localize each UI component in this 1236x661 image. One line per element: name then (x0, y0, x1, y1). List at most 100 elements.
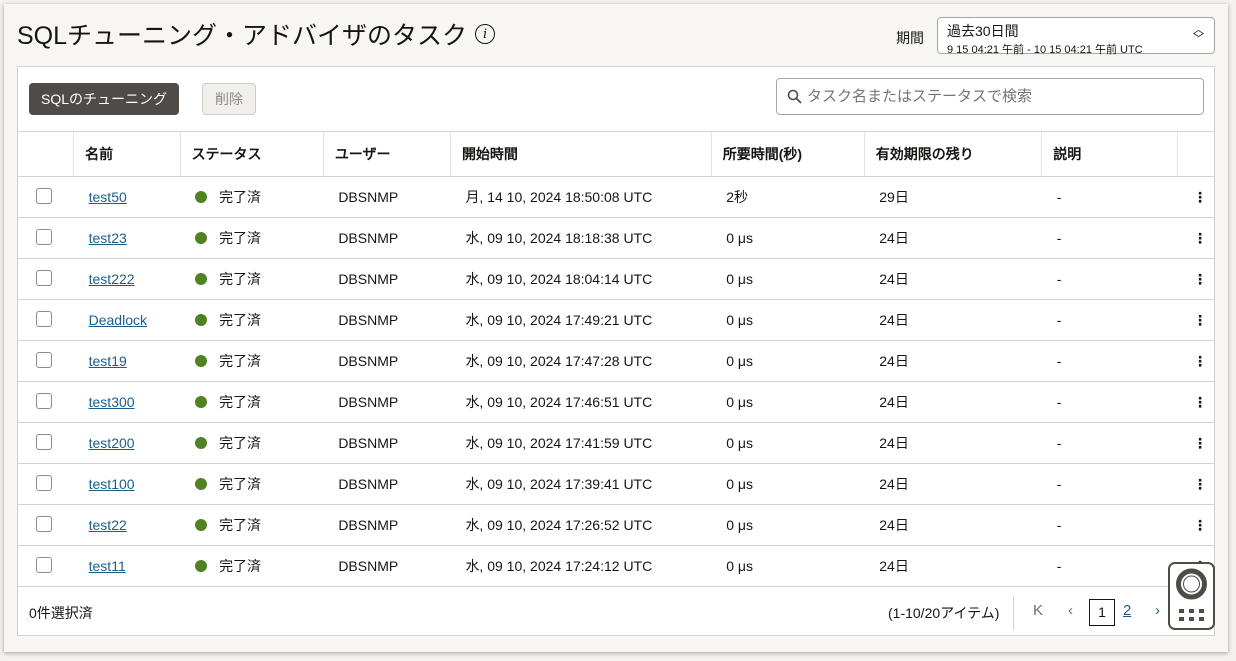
column-header[interactable]: 所要時間(秒) (711, 131, 865, 177)
task-name-link[interactable]: test22 (88, 517, 127, 533)
row-checkbox[interactable] (36, 187, 52, 204)
user-cell: DBSNMP (323, 340, 451, 382)
column-header[interactable]: ステータス (180, 131, 324, 177)
task-name-link[interactable]: test222 (88, 271, 135, 287)
title-text: SQLチューニング・アドバイザのタスク (17, 22, 468, 50)
task-name-link[interactable]: test50 (88, 189, 127, 205)
search-field[interactable] (776, 78, 1204, 115)
more-actions-icon[interactable]: ⋮ (1177, 299, 1215, 341)
status-complete-icon (195, 519, 208, 531)
row-checkbox[interactable] (36, 351, 52, 368)
start-time-cell: 水, 09 10, 2024 17:24:12 UTC (450, 545, 712, 587)
task-name-link[interactable]: test11 (88, 558, 126, 574)
status-complete-icon (195, 437, 208, 449)
column-header[interactable]: 説明 (1041, 131, 1179, 177)
start-time-cell: 水, 09 10, 2024 17:39:41 UTC (450, 463, 712, 505)
row-checkbox[interactable] (36, 474, 52, 491)
task-name-link[interactable]: test300 (88, 394, 135, 410)
status-text: 完了済 (219, 435, 262, 451)
remaining-cell: 24日 (864, 381, 1042, 423)
more-actions-icon[interactable]: ⋮ (1177, 381, 1215, 423)
remaining-cell: 24日 (864, 463, 1042, 505)
table-row: test200 完了済 DBSNMP 水, 09 10, 2024 17:41:… (18, 422, 1215, 464)
status-text: 完了済 (219, 558, 262, 574)
status-text: 完了済 (219, 394, 262, 410)
table-row: test100 完了済 DBSNMP 水, 09 10, 2024 17:39:… (18, 463, 1215, 505)
first-page-icon[interactable]: K (1033, 602, 1044, 619)
table-footer: 0件選択済 (1-10/20アイテム) K ‹ 1 2 › (18, 590, 1215, 636)
start-time-cell: 水, 09 10, 2024 17:49:21 UTC (450, 299, 712, 341)
row-checkbox[interactable] (36, 556, 52, 573)
status-complete-icon (195, 314, 208, 326)
task-name-link[interactable]: test19 (88, 353, 127, 369)
user-cell: DBSNMP (323, 504, 451, 546)
task-name-link[interactable]: test23 (88, 230, 127, 246)
table-row: test19 完了済 DBSNMP 水, 09 10, 2024 17:47:2… (18, 340, 1215, 382)
sql-tune-button[interactable]: SQLのチューニング (29, 83, 180, 115)
duration-cell: 0 μs (711, 340, 865, 382)
task-table: 名前 ステータス ユーザー 開始時間 所要時間(秒) 有効期限の残り 説明 test50 完… (18, 131, 1215, 587)
duration-cell: 0 μs (711, 422, 865, 464)
task-name-link[interactable]: test200 (88, 435, 135, 451)
start-time-cell: 水, 09 10, 2024 17:46:51 UTC (450, 381, 712, 423)
table-row: test11 完了済 DBSNMP 水, 09 10, 2024 17:24:1… (18, 545, 1215, 587)
help-widget[interactable] (1168, 562, 1215, 630)
info-icon[interactable]: i (475, 24, 496, 44)
period-range: 9 15 04:21 午前 - 10 15 04:21 午前 UTC (947, 44, 1143, 56)
row-checkbox[interactable] (36, 310, 52, 327)
row-checkbox[interactable] (36, 433, 52, 450)
duration-cell: 0 μs (711, 463, 865, 505)
start-time-cell: 水, 09 10, 2024 17:26:52 UTC (450, 504, 712, 546)
status-complete-icon (195, 273, 208, 285)
user-cell: DBSNMP (323, 545, 451, 587)
status-text: 完了済 (219, 230, 262, 246)
column-header[interactable]: 有効期限の残り (864, 131, 1043, 177)
prev-page-icon[interactable]: ‹ (1068, 602, 1073, 619)
start-time-cell: 水, 09 10, 2024 18:04:14 UTC (450, 258, 712, 300)
page-1-button[interactable]: 1 (1089, 599, 1115, 626)
period-label: 期間 (896, 30, 924, 46)
row-checkbox[interactable] (36, 269, 52, 286)
description-cell: - (1041, 340, 1178, 382)
period-value: 過去30日間 (947, 23, 1019, 39)
user-cell: DBSNMP (323, 463, 451, 505)
row-checkbox[interactable] (36, 392, 52, 409)
next-page-icon[interactable]: › (1155, 602, 1160, 619)
user-cell: DBSNMP (323, 217, 451, 259)
remaining-cell: 24日 (864, 217, 1042, 259)
more-actions-icon[interactable]: ⋮ (1177, 422, 1215, 464)
column-header[interactable]: ユーザー (323, 131, 451, 177)
delete-button[interactable]: 削除 (202, 83, 256, 115)
remaining-cell: 24日 (864, 340, 1042, 382)
table-row: Deadlock 完了済 DBSNMP 水, 09 10, 2024 17:49… (18, 299, 1215, 341)
user-cell: DBSNMP (323, 299, 451, 341)
more-actions-icon[interactable]: ⋮ (1177, 340, 1215, 382)
more-actions-icon[interactable]: ⋮ (1177, 463, 1215, 505)
column-header[interactable]: 名前 (73, 131, 181, 177)
duration-cell: 0 μs (711, 381, 865, 423)
task-name-link[interactable]: Deadlock (88, 312, 147, 328)
search-input[interactable] (807, 88, 1203, 105)
duration-cell: 0 μs (711, 545, 865, 587)
period-select[interactable]: 過去30日間 9 15 04:21 午前 - 10 15 04:21 午前 UT… (937, 17, 1215, 56)
more-actions-icon[interactable]: ⋮ (1177, 217, 1215, 259)
status-complete-icon (195, 232, 208, 244)
user-cell: DBSNMP (323, 381, 451, 423)
more-actions-icon[interactable]: ⋮ (1177, 504, 1215, 546)
row-checkbox[interactable] (36, 228, 52, 245)
start-time-cell: 月, 14 10, 2024 18:50:08 UTC (450, 176, 712, 218)
task-panel: SQLのチューニング 削除 名前ステータスユーザー開始時間所要時間(秒)有効期限… (17, 66, 1215, 636)
task-name-link[interactable]: test100 (88, 476, 135, 492)
description-cell: - (1041, 381, 1178, 423)
user-cell: DBSNMP (323, 258, 451, 300)
more-actions-icon[interactable]: ⋮ (1177, 258, 1215, 300)
remaining-cell: 24日 (864, 422, 1042, 464)
description-cell: - (1041, 545, 1178, 587)
divider (1013, 596, 1014, 630)
status-text: 完了済 (219, 312, 262, 328)
row-checkbox[interactable] (36, 515, 52, 532)
column-header[interactable]: 開始時間 (450, 131, 712, 177)
table-row: test23 完了済 DBSNMP 水, 09 10, 2024 18:18:3… (18, 217, 1215, 259)
more-actions-icon[interactable]: ⋮ (1177, 176, 1215, 218)
page-2-link[interactable]: 2 (1123, 602, 1132, 619)
